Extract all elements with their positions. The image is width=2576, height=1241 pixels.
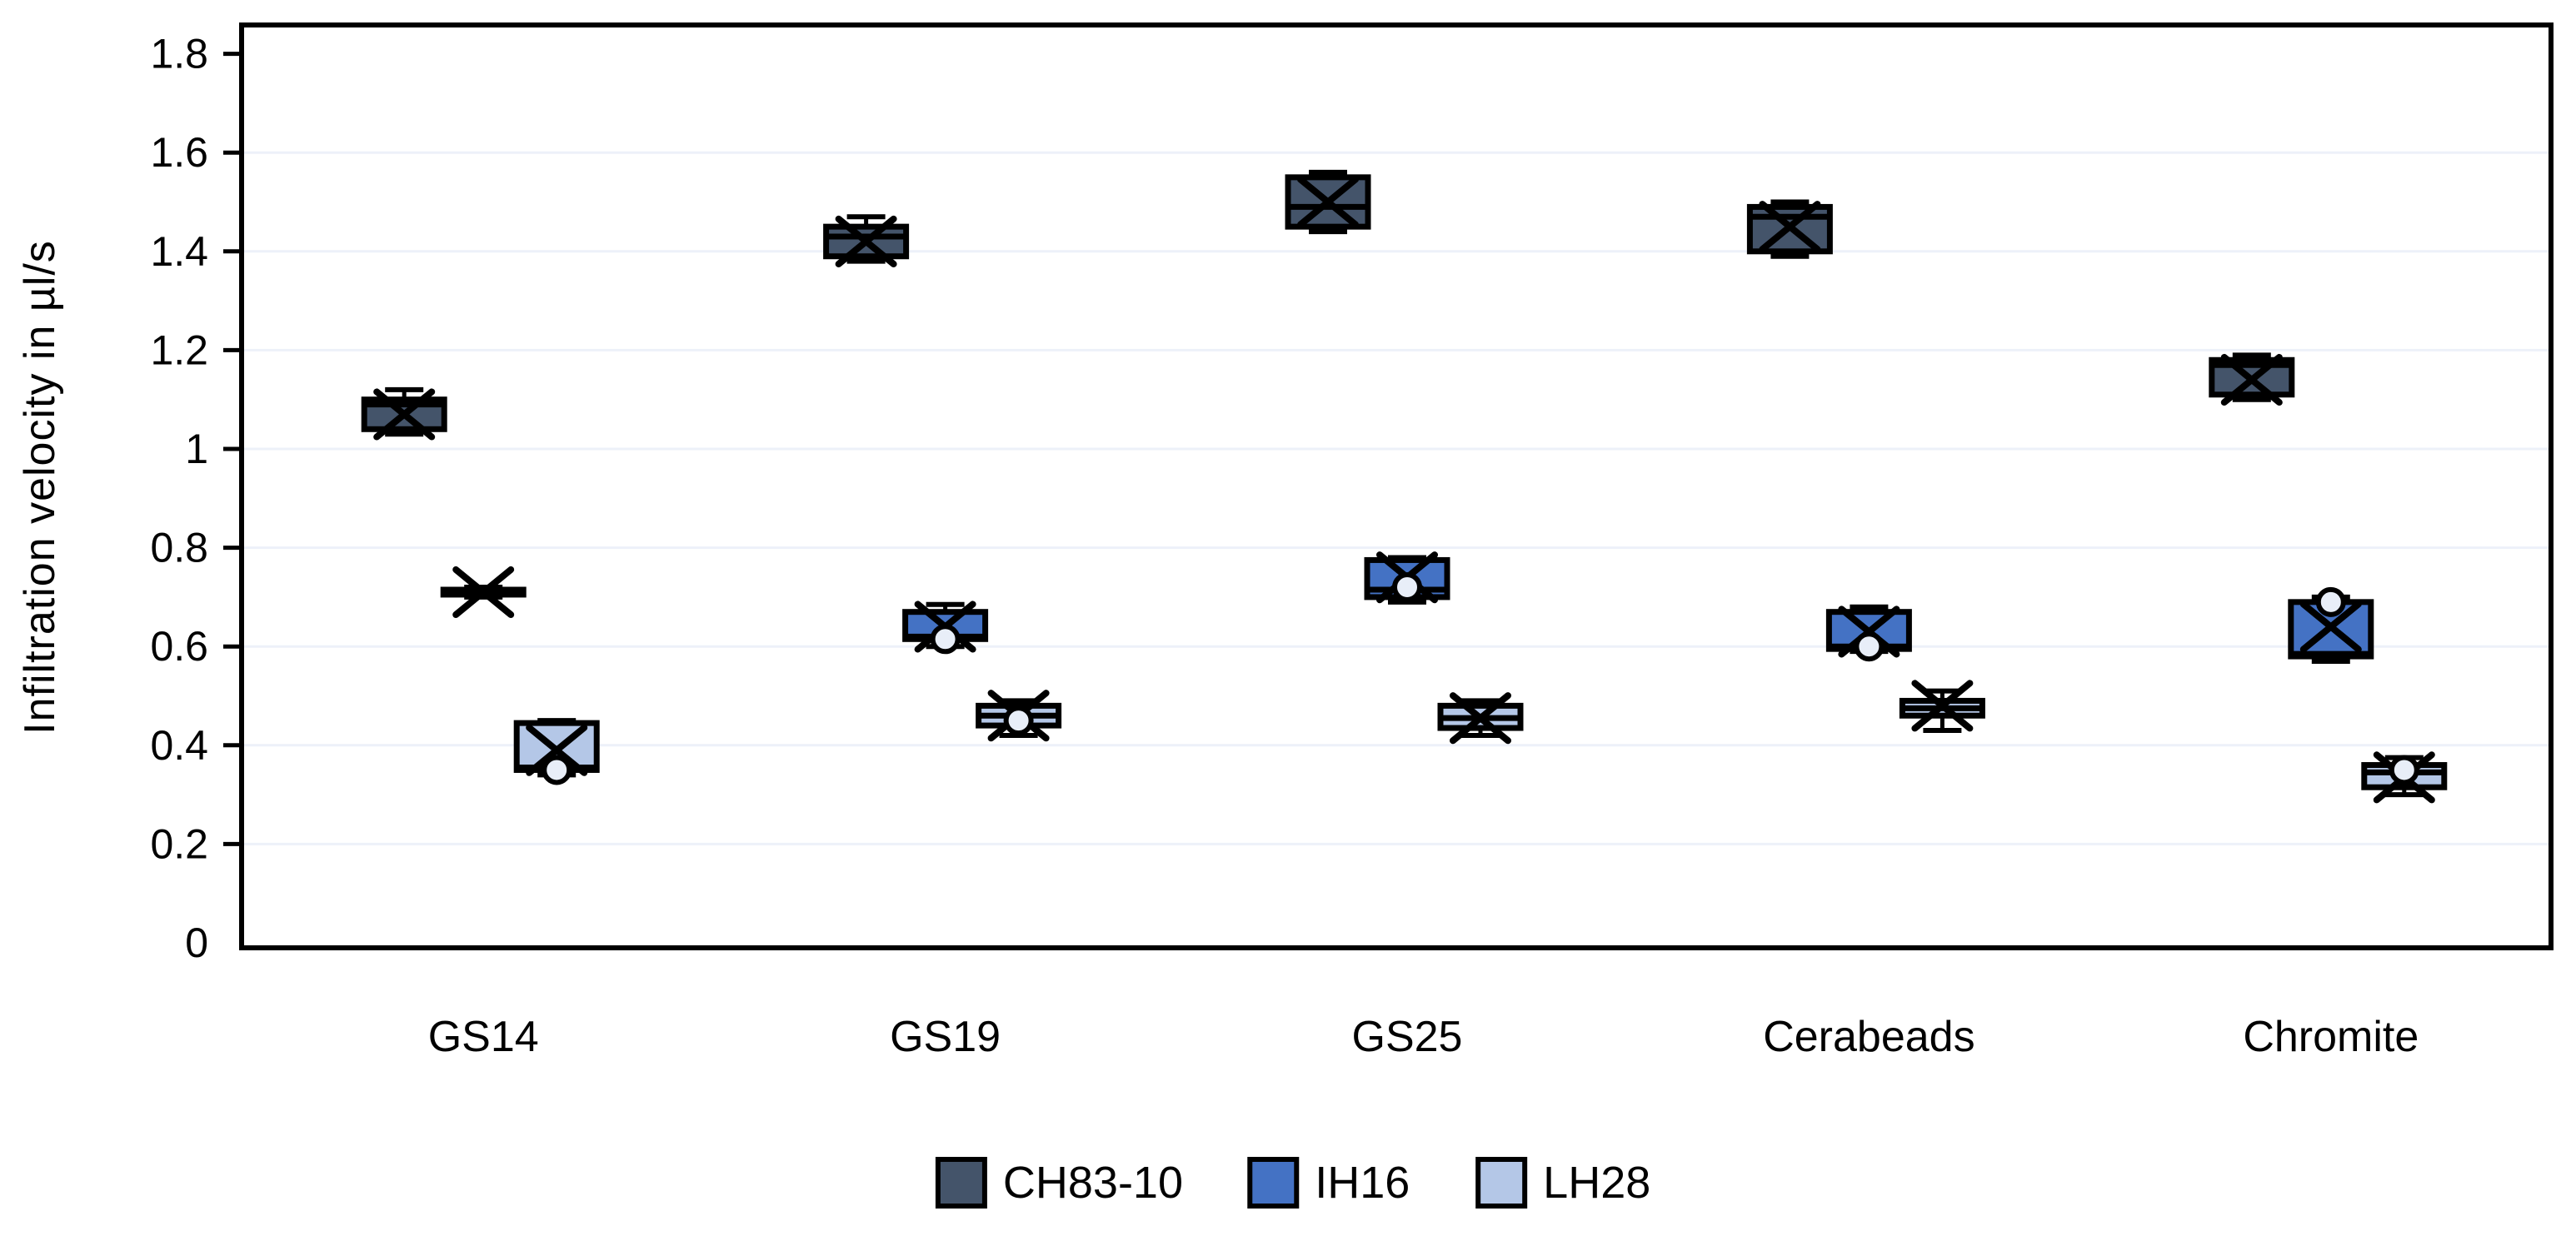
y-tick-label: 1 [185,426,208,472]
outlier-circle [2315,586,2346,617]
box-plot-CH83-10-GS14 [361,386,447,441]
box-plot-IH16-GS19 [902,601,989,655]
box-plot-IH16-Cerabeads [1825,604,1912,662]
y-tick-label: 1.6 [150,129,208,176]
y-tick-label: 1.2 [150,326,208,373]
box-plot-LH28-Cerabeads [1899,680,1985,734]
mean-x-marker [1297,176,1359,228]
mean-x-marker [1759,201,1821,253]
mean-x-marker [2220,353,2283,406]
y-tick-label: 0.2 [150,820,208,867]
y-axis-title: Infiltration velocity in µl/s [16,240,64,735]
legend-swatch-LH28 [1475,1157,1528,1209]
legend-label-LH28: LH28 [1543,1158,1650,1208]
x-category-label: GS25 [1352,1013,1463,1061]
outlier-circle [542,755,572,785]
box-plot-CH83-10-GS25 [1285,169,1371,235]
x-category-label: Cerabeads [1763,1013,1974,1061]
y-tick-label: 0.6 [150,623,208,670]
legend-label-CH83-10: CH83-10 [1003,1158,1183,1208]
outlier-circle [930,624,961,655]
box-plot-CH83-10-GS19 [823,214,910,267]
mean-x-marker [2299,601,2362,653]
legend: CH83-10 IH16 LH28 [935,1157,1650,1209]
outlier-circle [1003,705,1034,736]
box-plot-IH16-Chromite [2288,586,2374,664]
box-plot-LH28-GS19 [976,690,1062,742]
plot-border [239,22,2554,950]
box-plot-CH83-10-Chromite [2209,352,2295,406]
x-category-label: GS19 [890,1013,1001,1061]
legend-label-IH16: IH16 [1315,1158,1410,1208]
box [823,223,910,260]
y-tick-label: 0.8 [150,525,208,571]
y-tick-label: 1.4 [150,228,208,275]
mean-x-marker [1911,680,1974,732]
y-tick-label: 0 [185,920,208,966]
legend-swatch-IH16 [1247,1157,1300,1209]
legend-swatch-CH83-10 [935,1157,987,1209]
outlier-circle [2389,755,2419,785]
box-plot-IH16-GS25 [1364,551,1450,605]
outlier-circle [1854,631,1885,662]
mean-x-marker [373,388,436,441]
mean-x-marker [835,215,897,267]
y-tick-label: 0.4 [150,722,208,769]
mean-x-marker [526,724,588,776]
x-category-label: Chromite [2243,1013,2419,1061]
box-plot-LH28-GS14 [513,718,600,785]
outlier-circle [1392,572,1422,603]
box-plot-CH83-10-Cerabeads [1746,199,1833,259]
y-tick-label: 1.8 [150,31,208,77]
box-plot-IH16-GS14 [440,566,527,619]
box-plot-LH28-Chromite [2361,751,2448,804]
x-category-label: GS14 [428,1013,539,1061]
mean-x-marker [1450,692,1511,745]
box-plot-LH28-GS25 [1437,692,1524,745]
mean-x-marker [452,566,515,619]
